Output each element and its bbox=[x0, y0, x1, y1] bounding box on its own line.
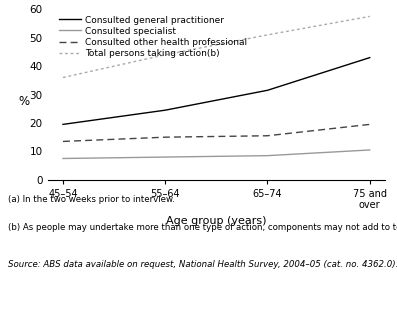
X-axis label: Age group (years): Age group (years) bbox=[166, 216, 267, 226]
Text: Source: ABS data available on request, National Health Survey, 2004–05 (cat. no.: Source: ABS data available on request, N… bbox=[8, 260, 397, 269]
Y-axis label: %: % bbox=[19, 95, 30, 108]
Text: (b) As people may undertake more than one type of action, components may not add: (b) As people may undertake more than on… bbox=[8, 223, 397, 232]
Text: (a) In the two weeks prior to interview.: (a) In the two weeks prior to interview. bbox=[8, 195, 175, 204]
Legend: Consulted general practitioner, Consulted specialist, Consulted other health pro: Consulted general practitioner, Consulte… bbox=[59, 16, 247, 58]
